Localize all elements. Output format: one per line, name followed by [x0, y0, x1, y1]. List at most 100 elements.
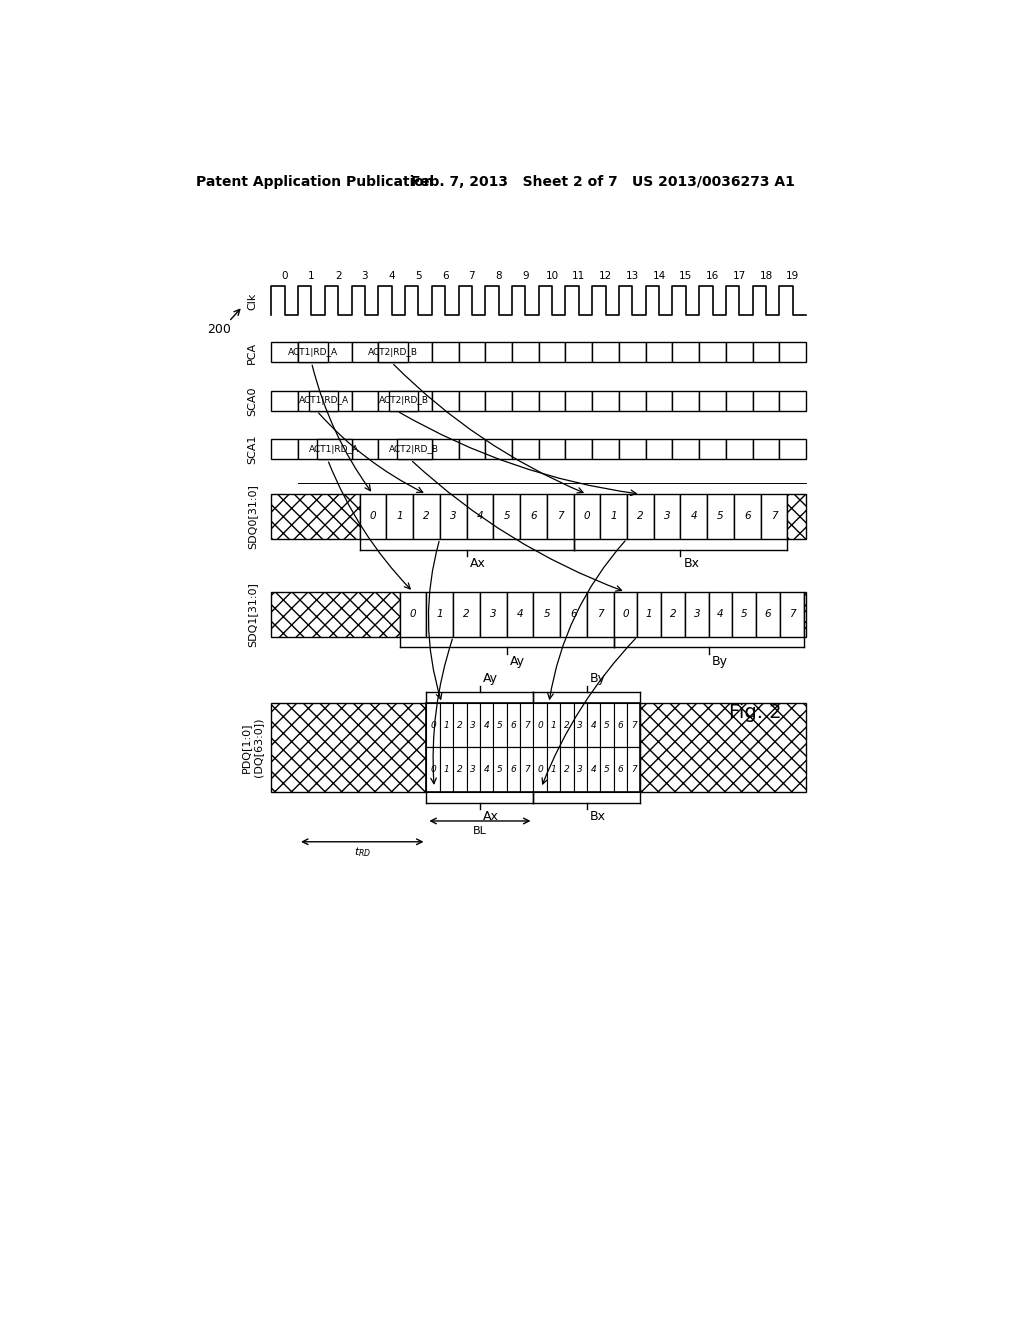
Text: 6: 6	[442, 271, 449, 281]
Bar	[673, 342, 699, 363]
Bar	[494, 704, 507, 747]
Text: 3: 3	[578, 721, 583, 730]
Bar	[378, 342, 406, 363]
Text: SDQ1[31:0]: SDQ1[31:0]	[247, 582, 257, 647]
Bar	[325, 391, 351, 411]
Bar	[351, 342, 378, 363]
Text: 4: 4	[483, 766, 489, 774]
Text: 1: 1	[443, 766, 450, 774]
Text: 2: 2	[335, 271, 342, 281]
Text: 2: 2	[423, 511, 430, 521]
Text: 12: 12	[599, 271, 612, 281]
Bar	[547, 704, 560, 747]
Bar	[485, 342, 512, 363]
Text: 7: 7	[557, 511, 563, 521]
Bar	[512, 440, 539, 459]
Bar	[389, 391, 419, 411]
Text: 3: 3	[470, 766, 476, 774]
Text: 0: 0	[538, 721, 543, 730]
Bar	[454, 747, 467, 792]
Bar	[565, 342, 592, 363]
Text: Patent Application Publication: Patent Application Publication	[197, 174, 434, 189]
Text: 0: 0	[584, 511, 590, 521]
Text: SDQ0[31:0]: SDQ0[31:0]	[247, 484, 257, 549]
Bar	[351, 391, 378, 411]
Text: 0: 0	[430, 766, 436, 774]
Bar	[534, 704, 547, 747]
Bar	[804, 591, 806, 636]
Bar	[271, 342, 298, 363]
Text: 7: 7	[631, 721, 637, 730]
Bar	[573, 747, 587, 792]
Text: 1: 1	[436, 610, 443, 619]
Bar	[467, 494, 494, 539]
Text: 7: 7	[524, 721, 529, 730]
Text: 2: 2	[564, 721, 569, 730]
Bar	[646, 440, 673, 459]
Bar	[426, 591, 454, 636]
Bar	[378, 440, 406, 459]
Text: Ax: Ax	[483, 810, 499, 822]
Text: 4: 4	[591, 766, 596, 774]
Text: $t_{RD}$: $t_{RD}$	[353, 845, 371, 859]
Text: Ax: Ax	[470, 557, 485, 570]
Bar	[507, 747, 520, 792]
Text: 4: 4	[517, 610, 523, 619]
Bar	[547, 747, 560, 792]
Text: 4: 4	[591, 721, 596, 730]
Text: 6: 6	[530, 511, 537, 521]
Bar	[726, 440, 753, 459]
Text: 7: 7	[524, 766, 529, 774]
Bar	[732, 591, 757, 636]
Bar	[426, 704, 440, 747]
Bar	[298, 391, 325, 411]
Text: 15: 15	[679, 271, 692, 281]
Bar	[459, 440, 485, 459]
Bar	[573, 704, 587, 747]
Bar	[413, 494, 440, 539]
Text: 13: 13	[626, 271, 639, 281]
Bar	[699, 440, 726, 459]
Text: 3: 3	[693, 610, 700, 619]
Text: Bx: Bx	[684, 557, 699, 570]
Text: 5: 5	[741, 610, 748, 619]
Text: BL: BL	[473, 826, 486, 836]
Bar	[627, 747, 640, 792]
Text: 6: 6	[765, 610, 771, 619]
Bar	[753, 342, 779, 363]
Text: 4: 4	[717, 610, 724, 619]
Text: 3: 3	[489, 610, 497, 619]
Bar	[480, 591, 507, 636]
Bar	[480, 747, 494, 792]
Text: ACT1|RD_A: ACT1|RD_A	[309, 445, 359, 454]
Bar	[640, 704, 806, 792]
Text: Clk: Clk	[247, 292, 257, 309]
Text: Feb. 7, 2013   Sheet 2 of 7: Feb. 7, 2013 Sheet 2 of 7	[411, 174, 617, 189]
Bar	[397, 440, 432, 459]
Bar	[298, 342, 328, 363]
Bar	[520, 494, 547, 539]
Bar	[637, 591, 662, 636]
Bar	[406, 391, 432, 411]
Bar	[480, 704, 494, 747]
Text: By: By	[712, 655, 728, 668]
Text: PCA: PCA	[247, 342, 257, 363]
Bar	[406, 440, 432, 459]
Bar	[565, 440, 592, 459]
Bar	[539, 440, 565, 459]
Text: ACT2|RD_B: ACT2|RD_B	[379, 396, 429, 405]
Bar	[426, 747, 440, 792]
Bar	[494, 747, 507, 792]
Text: By: By	[590, 672, 606, 685]
Bar	[761, 494, 787, 539]
Text: Bx: Bx	[590, 810, 606, 822]
Text: 7: 7	[469, 271, 475, 281]
Text: Ay: Ay	[483, 672, 498, 685]
Text: 7: 7	[788, 610, 796, 619]
Text: 4: 4	[690, 511, 697, 521]
Bar	[618, 342, 646, 363]
Text: 3: 3	[470, 721, 476, 730]
Text: 4: 4	[476, 511, 483, 521]
Text: 1: 1	[610, 511, 616, 521]
Text: 10: 10	[546, 271, 559, 281]
